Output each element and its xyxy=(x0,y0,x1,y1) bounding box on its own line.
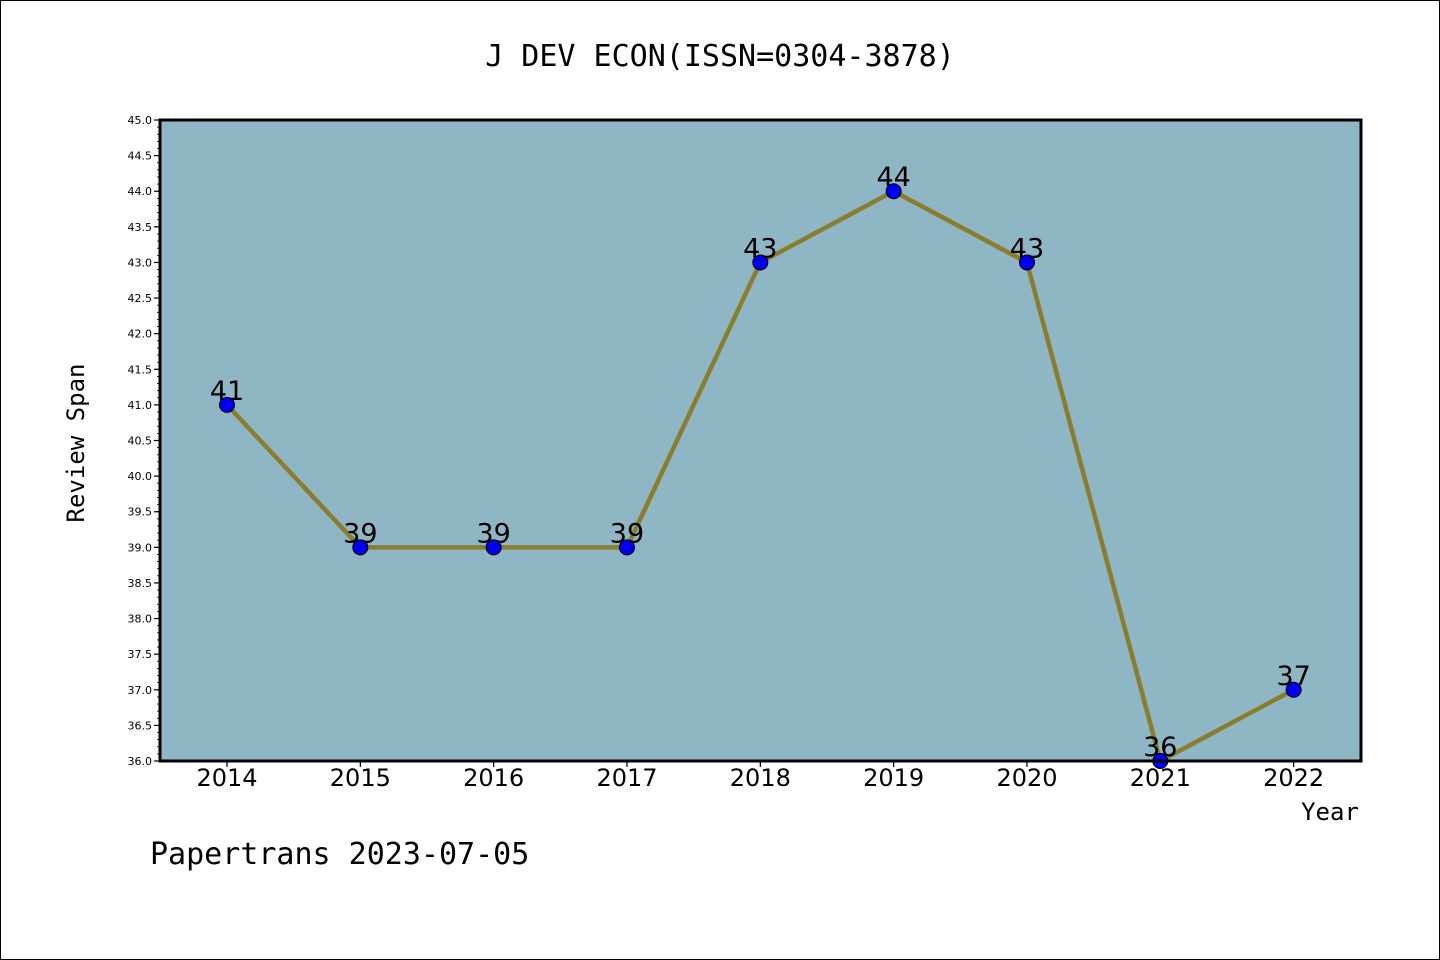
data-point xyxy=(219,396,235,413)
plot-border xyxy=(158,118,1363,763)
data-point xyxy=(885,183,902,200)
y-axis: 36.0 36.5 37.0 37.5 38.0 38.5 39.0 39.5 40.0 40.5… xyxy=(128,114,160,768)
y-tick-label: 40.0 xyxy=(128,470,153,483)
data-label: 36 xyxy=(1143,732,1177,763)
x-tick-label: 2019 xyxy=(863,764,924,792)
chart-title: J DEV ECON(ISSN=0304-3878) xyxy=(485,39,955,74)
x-tick-label: 2022 xyxy=(1263,764,1324,792)
x-tick-label: 2017 xyxy=(596,764,657,792)
data-label: 43 xyxy=(743,233,777,264)
data-label: 44 xyxy=(876,162,910,193)
y-tick-label: 43.5 xyxy=(128,221,153,234)
y-tick-label: 38.5 xyxy=(128,577,153,590)
y-tick-label: 36.0 xyxy=(128,755,153,768)
y-tick-label: 44.5 xyxy=(128,150,153,163)
y-tick-label: 43.0 xyxy=(128,256,153,269)
data-point xyxy=(1285,681,1302,698)
y-tick-label: 36.5 xyxy=(128,719,153,732)
x-tick-label: 2020 xyxy=(996,764,1057,792)
x-tick-label: 2016 xyxy=(463,764,524,792)
data-labels: 41 39 39 39 43 44 43 36 37 xyxy=(210,162,1311,763)
data-markers xyxy=(219,183,1302,769)
data-label: 39 xyxy=(343,518,377,549)
y-tick-label: 40.5 xyxy=(128,435,153,448)
y-tick-label: 39.0 xyxy=(128,541,153,554)
x-tick-label: 2015 xyxy=(330,764,391,792)
plot-area xyxy=(160,120,1361,761)
y-tick-label: 38.0 xyxy=(128,613,153,626)
y-tick-label: 42.5 xyxy=(128,292,153,305)
x-axis: 2014 2015 2016 2017 2018 2019 2020 2021 2022 xyxy=(196,761,1324,792)
data-label: 39 xyxy=(610,518,644,549)
y-axis-label: Review Span xyxy=(62,364,90,523)
data-label: 39 xyxy=(476,518,510,549)
data-point xyxy=(752,254,769,271)
y-tick-label: 45.0 xyxy=(128,114,153,127)
y-tick-label: 37.0 xyxy=(128,684,153,697)
data-point xyxy=(618,539,635,556)
y-tick-label: 41.5 xyxy=(128,363,153,376)
data-label: 41 xyxy=(210,376,244,407)
data-label: 43 xyxy=(1010,233,1044,264)
y-tick-label: 44.0 xyxy=(128,185,153,198)
y-tick-label: 41.0 xyxy=(128,399,153,412)
data-point xyxy=(352,539,369,556)
footer-text: Papertrans 2023-07-05 xyxy=(150,837,529,872)
x-axis-label: Year xyxy=(1301,798,1359,826)
data-point xyxy=(485,539,502,556)
y-tick-label: 39.5 xyxy=(128,506,153,519)
x-tick-label: 2014 xyxy=(196,764,257,792)
y-tick-label: 37.5 xyxy=(128,648,153,661)
data-label: 37 xyxy=(1276,661,1310,692)
x-tick-label: 2018 xyxy=(730,764,791,792)
y-tick-label: 42.0 xyxy=(128,328,153,341)
data-point xyxy=(1018,254,1035,271)
